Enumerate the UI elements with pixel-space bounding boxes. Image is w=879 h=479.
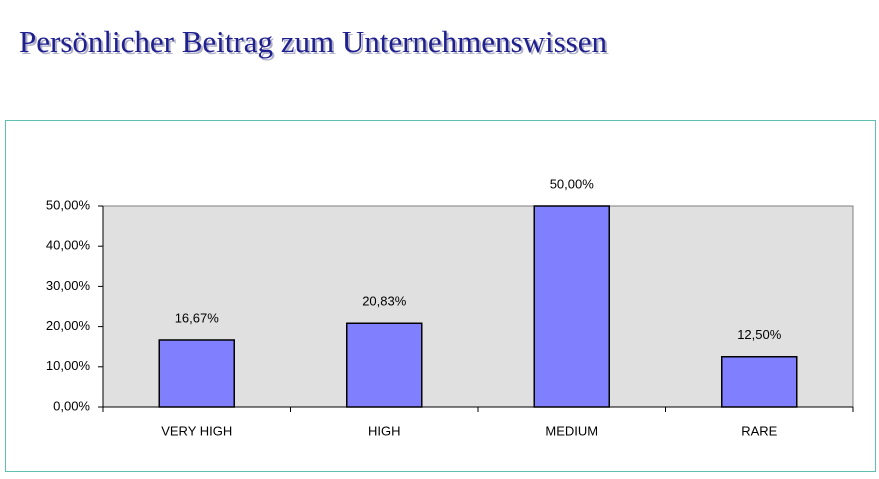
data-label: 20,83% [362, 294, 407, 309]
bar [158, 339, 235, 408]
data-label: 16,67% [175, 310, 220, 325]
x-tick-label: HIGH [368, 423, 401, 438]
y-tick-label: 50,00% [46, 197, 91, 212]
y-tick-label: 30,00% [46, 278, 91, 293]
data-label: 12,50% [737, 327, 782, 342]
y-tick-label: 0,00% [53, 398, 90, 413]
x-tick-label: MEDIUM [545, 423, 598, 438]
chart-title: Persönlicher Beitrag zum Unternehmenswis… [19, 24, 607, 59]
y-tick-label: 10,00% [46, 358, 91, 373]
bar [533, 205, 610, 408]
x-tick-label: VERY HIGH [161, 423, 232, 438]
chart-title-shadow: Persönlicher Beitrag zum Unternehmenswis… [21, 26, 609, 61]
bar [346, 322, 423, 408]
x-tick-label: RARE [741, 423, 777, 438]
y-tick-label: 40,00% [46, 238, 91, 253]
y-tick-label: 20,00% [46, 318, 91, 333]
bar [721, 356, 798, 408]
data-label: 50,00% [550, 176, 595, 191]
